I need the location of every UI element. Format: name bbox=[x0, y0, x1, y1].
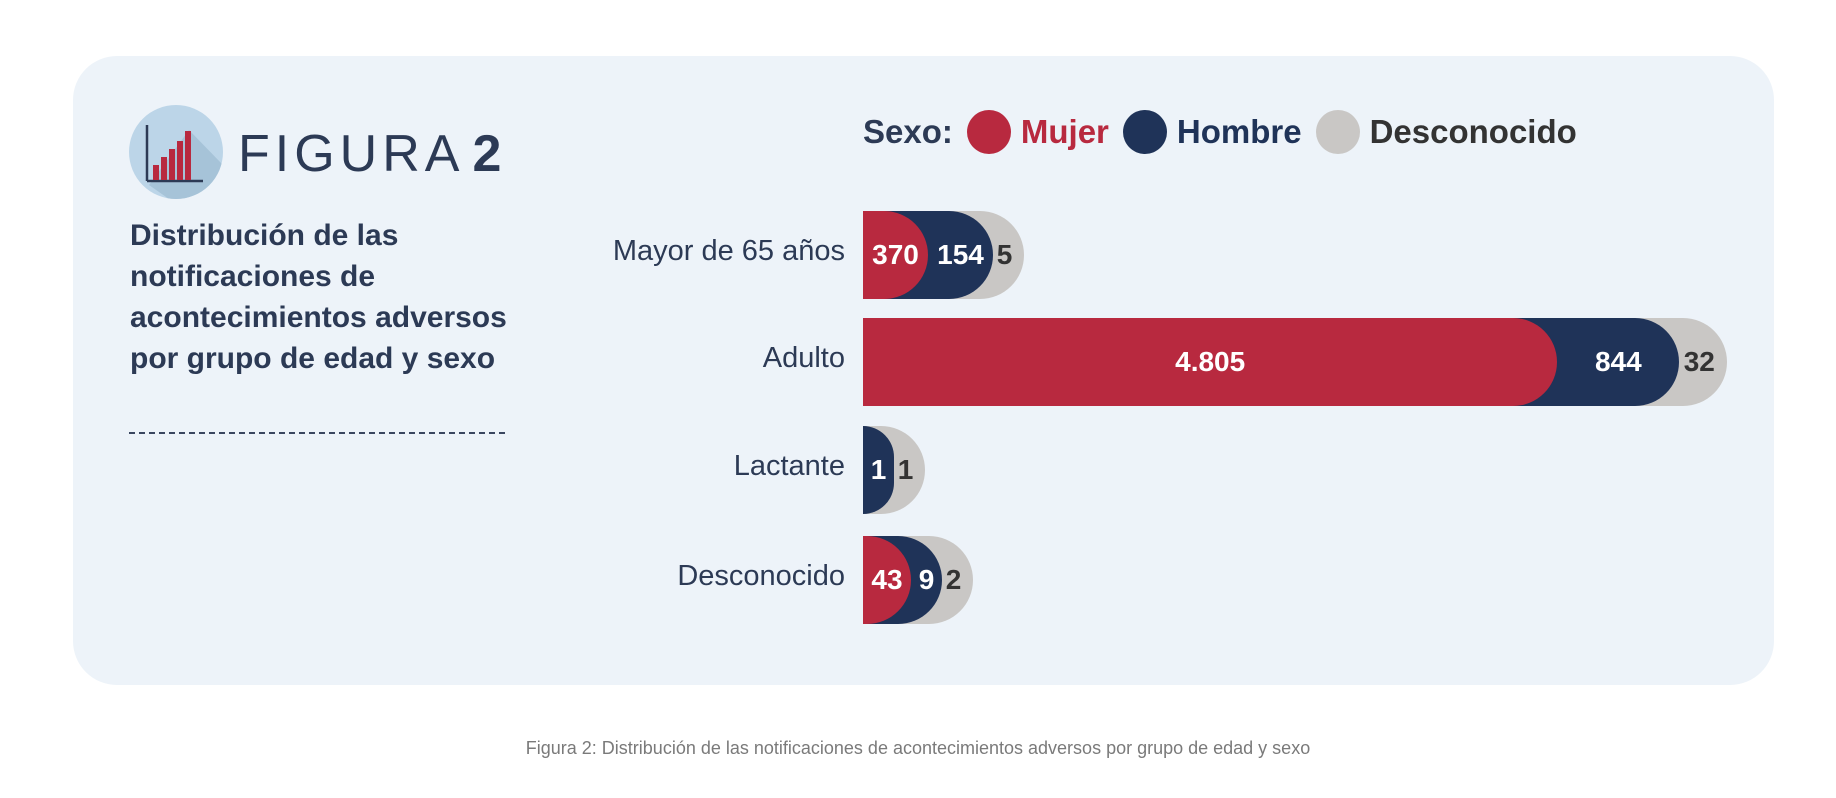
legend-swatch-hombre bbox=[1122, 110, 1167, 154]
data-label: 4.805 bbox=[1175, 346, 1246, 377]
bar-chart-icon bbox=[129, 105, 223, 199]
legend-label-mujer: Mujer bbox=[1020, 113, 1109, 150]
legend-label-desconocido: Desconocido bbox=[1369, 113, 1577, 150]
data-label: 32 bbox=[1683, 346, 1715, 377]
data-label: 9 bbox=[918, 564, 935, 595]
data-label: 154 bbox=[937, 239, 984, 270]
category-label: Adulto bbox=[762, 342, 845, 374]
figure-word: FIGURA bbox=[238, 125, 465, 183]
legend-swatch-desconocido bbox=[1315, 110, 1360, 154]
figure-label: FIGURA 2 bbox=[238, 124, 506, 184]
divider bbox=[129, 432, 505, 434]
bar-segment-mujer bbox=[863, 318, 1558, 406]
category-label: Lactante bbox=[733, 450, 845, 482]
data-label: 2 bbox=[945, 564, 962, 595]
figure-caption: Figura 2: Distribución de las notificaci… bbox=[525, 738, 1311, 758]
data-label: 1 bbox=[870, 454, 887, 485]
data-label: 5 bbox=[996, 239, 1013, 270]
category-label: Desconocido bbox=[677, 560, 845, 592]
legend-label-hombre: Hombre bbox=[1176, 113, 1302, 150]
data-label: 1 bbox=[897, 454, 914, 485]
figure-number: 2 bbox=[472, 125, 507, 183]
category-label: Mayor de 65 años bbox=[612, 235, 845, 267]
data-label: 370 bbox=[872, 239, 919, 270]
legend-title: Sexo: bbox=[863, 113, 953, 150]
legend: Sexo: Mujer Hombre Desconocido bbox=[863, 108, 1577, 156]
bar-segment-hombre bbox=[863, 426, 894, 514]
chart-title: Distribución de las notificaciones de ac… bbox=[130, 219, 507, 375]
data-label: 43 bbox=[871, 564, 903, 595]
legend-swatch-mujer bbox=[966, 110, 1011, 154]
data-label: 844 bbox=[1594, 346, 1642, 377]
